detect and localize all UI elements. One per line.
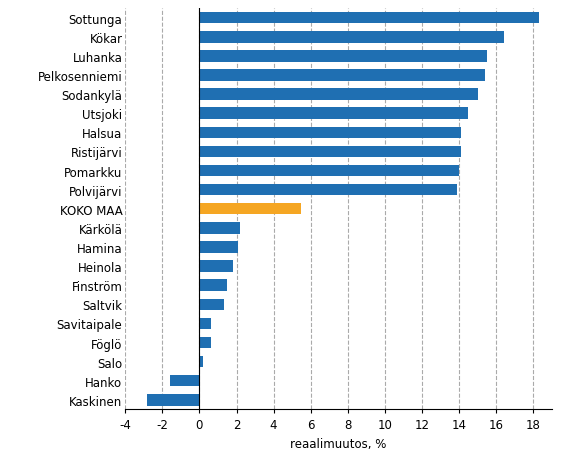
Bar xyxy=(199,337,211,349)
Bar xyxy=(199,70,485,81)
Bar xyxy=(199,222,240,234)
Bar xyxy=(199,356,203,368)
Bar xyxy=(199,185,457,196)
Bar xyxy=(199,280,227,291)
Bar xyxy=(199,261,233,272)
Bar xyxy=(199,203,302,215)
Bar xyxy=(170,375,199,387)
Bar xyxy=(147,394,199,406)
Bar xyxy=(199,13,539,25)
Bar xyxy=(199,299,224,310)
Bar xyxy=(199,147,461,158)
Bar xyxy=(199,318,211,329)
Bar xyxy=(199,51,487,62)
X-axis label: reaalimuutos, %: reaalimuutos, % xyxy=(290,437,387,450)
Bar xyxy=(199,242,238,253)
Bar xyxy=(199,166,459,177)
Bar xyxy=(199,127,461,139)
Bar xyxy=(199,108,468,120)
Bar xyxy=(199,89,478,101)
Bar xyxy=(199,32,504,43)
